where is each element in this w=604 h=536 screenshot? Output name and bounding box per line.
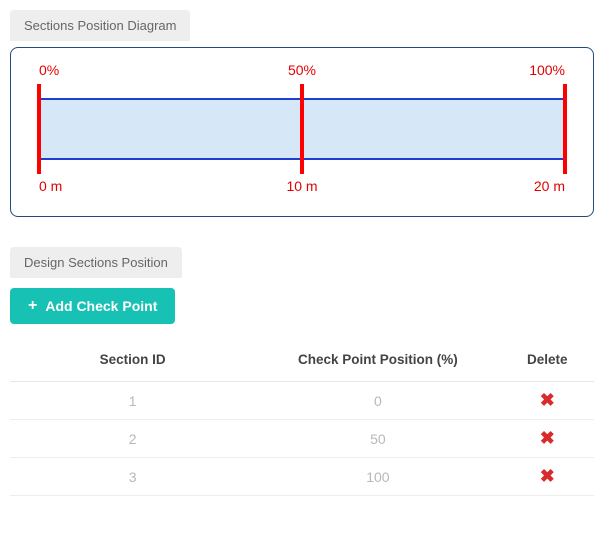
diagram-top-label: 50% xyxy=(288,62,316,78)
cell-section-id: 3 xyxy=(10,458,255,496)
add-check-point-button[interactable]: + Add Check Point xyxy=(10,288,175,324)
delete-icon[interactable]: ✖ xyxy=(540,466,555,486)
diagram-bottom-label: 20 m xyxy=(534,178,565,194)
table-row: 3100 ✖ xyxy=(10,458,594,496)
diagram-bottom-labels: 0 m 10 m 20 m xyxy=(39,178,565,198)
cell-section-id: 1 xyxy=(10,382,255,420)
positions-tab[interactable]: Design Sections Position xyxy=(10,247,182,278)
sections-table: Section ID Check Point Position (%) Dele… xyxy=(10,338,594,496)
col-section-id: Section ID xyxy=(10,338,255,382)
cell-position: 50 xyxy=(255,420,500,458)
diagram-top-label: 100% xyxy=(529,62,565,78)
diagram-box: 0% 50% 100% 0 m 10 m 20 m xyxy=(10,47,594,217)
cell-delete: ✖ xyxy=(501,458,594,496)
diagram-tab[interactable]: Sections Position Diagram xyxy=(10,10,190,41)
checkpoint-line xyxy=(37,84,41,174)
beam-area xyxy=(39,84,565,174)
diagram-bottom-label: 0 m xyxy=(39,178,62,194)
col-position: Check Point Position (%) xyxy=(255,338,500,382)
cell-section-id: 2 xyxy=(10,420,255,458)
col-delete: Delete xyxy=(501,338,594,382)
delete-icon[interactable]: ✖ xyxy=(540,428,555,448)
checkpoint-line xyxy=(300,84,304,174)
cell-position: 100 xyxy=(255,458,500,496)
diagram-panel: Sections Position Diagram 0% 50% 100% 0 m 1… xyxy=(10,10,594,217)
table-row: 10 ✖ xyxy=(10,382,594,420)
diagram-top-labels: 0% 50% 100% xyxy=(39,62,565,82)
add-check-point-label: Add Check Point xyxy=(45,298,157,314)
cell-delete: ✖ xyxy=(501,420,594,458)
cell-delete: ✖ xyxy=(501,382,594,420)
cell-position: 0 xyxy=(255,382,500,420)
table-row: 250 ✖ xyxy=(10,420,594,458)
delete-icon[interactable]: ✖ xyxy=(540,390,555,410)
plus-icon: + xyxy=(28,298,37,314)
checkpoint-line xyxy=(563,84,567,174)
diagram-top-label: 0% xyxy=(39,62,59,78)
diagram-bottom-label: 10 m xyxy=(286,178,317,194)
positions-panel: Design Sections Position + Add Check Poi… xyxy=(10,247,594,496)
